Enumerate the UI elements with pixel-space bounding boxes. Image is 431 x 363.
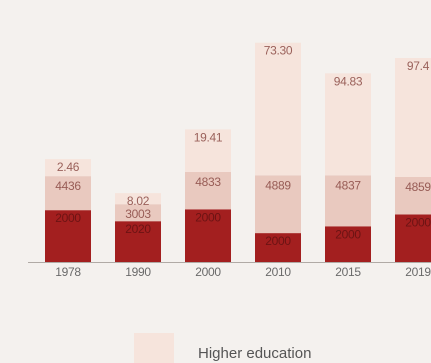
x-tick-label-1978: 1978: [55, 265, 81, 279]
data-label-2000-0: 2000: [195, 210, 221, 224]
bar-segment-2010-2: [255, 42, 301, 176]
bar-segment-2015-2: [325, 73, 371, 176]
data-label-2019-0: 2000: [405, 215, 431, 229]
data-label-2015-0: 2000: [335, 227, 361, 241]
bar-segment-2015-0: [325, 226, 371, 262]
data-label-2015-1: 4837: [335, 178, 361, 192]
x-tick-label-2019: 2019: [405, 265, 431, 279]
data-label-1978-2: 2.46: [57, 160, 80, 174]
data-label-2010-1: 4889: [265, 178, 291, 192]
bar-segment-2010-1: [255, 175, 301, 234]
x-tick-label-2010: 2010: [265, 265, 291, 279]
data-label-1990-2: 8.02: [127, 194, 150, 208]
x-tick-labels-group: 1978 1990 2000 2010 2015 2019: [55, 265, 431, 279]
bar-segment-2000-0: [185, 209, 231, 262]
bars-group: [45, 42, 431, 262]
legend-swatch-higher-education: [134, 333, 174, 363]
bar-segment-1990-2: [115, 193, 161, 205]
bar-segment-1990-0: [115, 221, 161, 262]
x-tick-label-1990: 1990: [125, 265, 151, 279]
data-label-2000-2: 19.41: [194, 130, 223, 144]
data-label-2010-0: 2000: [265, 234, 291, 248]
legend: Higher education: [134, 333, 311, 363]
bar-segment-2000-1: [185, 171, 231, 210]
x-tick-label-2015: 2015: [335, 265, 361, 279]
data-label-1978-0: 2000: [55, 211, 81, 225]
data-label-2019-2: 97.4: [407, 59, 430, 73]
data-label-2000-1: 4833: [195, 175, 221, 189]
data-label-2019-1: 4859: [405, 180, 431, 194]
bar-segment-1978-2: [45, 159, 91, 177]
bar-segment-2019-0: [395, 214, 431, 262]
data-label-2015-2: 94.83: [334, 74, 363, 88]
data-label-1990-1: 3003: [125, 207, 151, 221]
bar-segment-1978-0: [45, 210, 91, 262]
bar-segment-2019-1: [395, 177, 431, 215]
bar-segment-2015-1: [325, 175, 371, 227]
x-tick-label-2000: 2000: [195, 265, 221, 279]
data-label-1990-0: 2020: [125, 222, 151, 236]
bar-segment-1990-1: [115, 204, 161, 222]
bar-segment-2010-0: [255, 233, 301, 262]
data-label-1978-1: 4436: [55, 179, 81, 193]
data-label-2010-2: 73.30: [264, 44, 293, 58]
legend-label-higher-education: Higher education: [198, 345, 311, 362]
bar-segment-1978-1: [45, 176, 91, 211]
bar-segment-2000-2: [185, 129, 231, 172]
bar-segment-2019-2: [395, 58, 431, 177]
